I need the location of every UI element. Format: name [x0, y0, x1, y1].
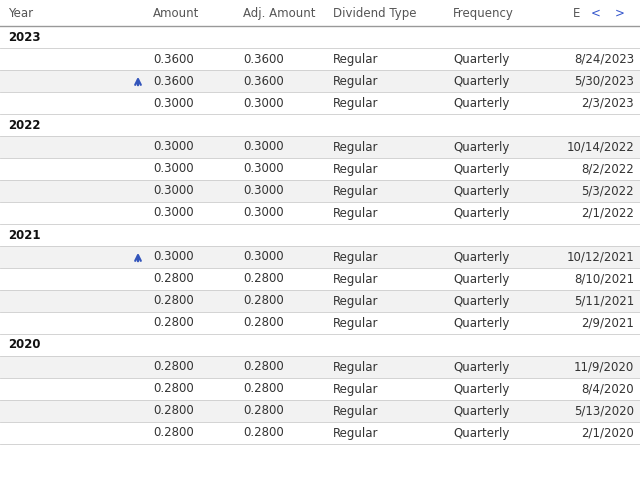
Text: Regular: Regular	[333, 250, 378, 263]
Text: 0.3000: 0.3000	[243, 206, 284, 219]
Text: 0.3600: 0.3600	[243, 53, 284, 65]
Text: 0.2800: 0.2800	[243, 316, 284, 329]
Text: 0.3000: 0.3000	[243, 250, 284, 263]
Text: Quarterly: Quarterly	[453, 97, 509, 109]
Text: Year: Year	[8, 7, 33, 20]
Text: Amount: Amount	[153, 7, 200, 20]
Text: 0.3600: 0.3600	[243, 75, 284, 87]
Text: 0.2800: 0.2800	[153, 404, 194, 417]
Text: 0.3000: 0.3000	[153, 141, 194, 153]
Text: 0.3000: 0.3000	[153, 97, 194, 109]
Text: 0.3600: 0.3600	[153, 53, 194, 65]
Text: 0.3000: 0.3000	[243, 163, 284, 175]
Text: Quarterly: Quarterly	[453, 185, 509, 197]
Text: Quarterly: Quarterly	[453, 272, 509, 285]
Text: Regular: Regular	[333, 294, 378, 307]
Text: Quarterly: Quarterly	[453, 426, 509, 439]
Text: Quarterly: Quarterly	[453, 360, 509, 373]
Text: Quarterly: Quarterly	[453, 294, 509, 307]
Text: Quarterly: Quarterly	[453, 75, 509, 87]
Text: 2020: 2020	[8, 338, 40, 351]
Text: 2022: 2022	[8, 119, 40, 131]
Bar	[0, 290, 640, 312]
Text: <: <	[591, 7, 601, 20]
Text: 0.2800: 0.2800	[153, 294, 194, 307]
Text: Regular: Regular	[333, 163, 378, 175]
Text: 0.2800: 0.2800	[153, 382, 194, 395]
Bar	[0, 356, 640, 378]
Text: 2/9/2021: 2/9/2021	[581, 316, 634, 329]
Text: 0.2800: 0.2800	[243, 294, 284, 307]
Text: Regular: Regular	[333, 404, 378, 417]
Text: Quarterly: Quarterly	[453, 141, 509, 153]
Text: 10/12/2021: 10/12/2021	[566, 250, 634, 263]
Bar	[0, 180, 640, 202]
Text: Quarterly: Quarterly	[453, 404, 509, 417]
Text: 0.2800: 0.2800	[243, 426, 284, 439]
Bar	[0, 246, 640, 268]
Text: 5/11/2021: 5/11/2021	[573, 294, 634, 307]
Text: 0.2800: 0.2800	[243, 404, 284, 417]
Text: 5/30/2023: 5/30/2023	[574, 75, 634, 87]
Text: Quarterly: Quarterly	[453, 316, 509, 329]
Text: Adj. Amount: Adj. Amount	[243, 7, 316, 20]
Text: Regular: Regular	[333, 382, 378, 395]
Text: 0.2800: 0.2800	[243, 272, 284, 285]
Text: Regular: Regular	[333, 206, 378, 219]
Text: 0.3000: 0.3000	[153, 250, 194, 263]
Text: 8/4/2020: 8/4/2020	[581, 382, 634, 395]
Text: 8/24/2023: 8/24/2023	[574, 53, 634, 65]
Text: 2021: 2021	[8, 228, 40, 241]
Text: 2/1/2022: 2/1/2022	[581, 206, 634, 219]
Text: Regular: Regular	[333, 360, 378, 373]
Bar	[0, 70, 640, 92]
Text: Quarterly: Quarterly	[453, 382, 509, 395]
Text: 2023: 2023	[8, 31, 40, 43]
Text: Regular: Regular	[333, 426, 378, 439]
Text: Regular: Regular	[333, 185, 378, 197]
Text: Regular: Regular	[333, 316, 378, 329]
Text: 0.3000: 0.3000	[243, 185, 284, 197]
Text: Quarterly: Quarterly	[453, 250, 509, 263]
Text: 0.3000: 0.3000	[153, 185, 194, 197]
Text: 5/3/2022: 5/3/2022	[581, 185, 634, 197]
Text: Quarterly: Quarterly	[453, 163, 509, 175]
Text: 0.3000: 0.3000	[153, 163, 194, 175]
Text: Regular: Regular	[333, 97, 378, 109]
Text: 11/9/2020: 11/9/2020	[573, 360, 634, 373]
Text: 0.3000: 0.3000	[243, 97, 284, 109]
Text: 0.2800: 0.2800	[153, 316, 194, 329]
Text: Quarterly: Quarterly	[453, 53, 509, 65]
Text: Regular: Regular	[333, 53, 378, 65]
Text: Dividend Type: Dividend Type	[333, 7, 417, 20]
Text: 0.2800: 0.2800	[243, 382, 284, 395]
Text: 8/2/2022: 8/2/2022	[581, 163, 634, 175]
Bar	[0, 136, 640, 158]
Text: 0.2800: 0.2800	[153, 272, 194, 285]
Text: 0.3600: 0.3600	[153, 75, 194, 87]
Text: 0.3000: 0.3000	[153, 206, 194, 219]
Text: 2/3/2023: 2/3/2023	[581, 97, 634, 109]
Text: >: >	[615, 7, 625, 20]
Text: 10/14/2022: 10/14/2022	[566, 141, 634, 153]
Text: 0.2800: 0.2800	[243, 360, 284, 373]
Text: 0.3000: 0.3000	[243, 141, 284, 153]
Text: 0.2800: 0.2800	[153, 360, 194, 373]
Text: 5/13/2020: 5/13/2020	[574, 404, 634, 417]
Bar	[0, 400, 640, 422]
Text: Regular: Regular	[333, 272, 378, 285]
Text: Regular: Regular	[333, 75, 378, 87]
Text: E: E	[573, 7, 580, 20]
Text: Frequency: Frequency	[453, 7, 514, 20]
Text: 2/1/2020: 2/1/2020	[581, 426, 634, 439]
Text: Quarterly: Quarterly	[453, 206, 509, 219]
Text: Regular: Regular	[333, 141, 378, 153]
Text: 8/10/2021: 8/10/2021	[574, 272, 634, 285]
Text: 0.2800: 0.2800	[153, 426, 194, 439]
